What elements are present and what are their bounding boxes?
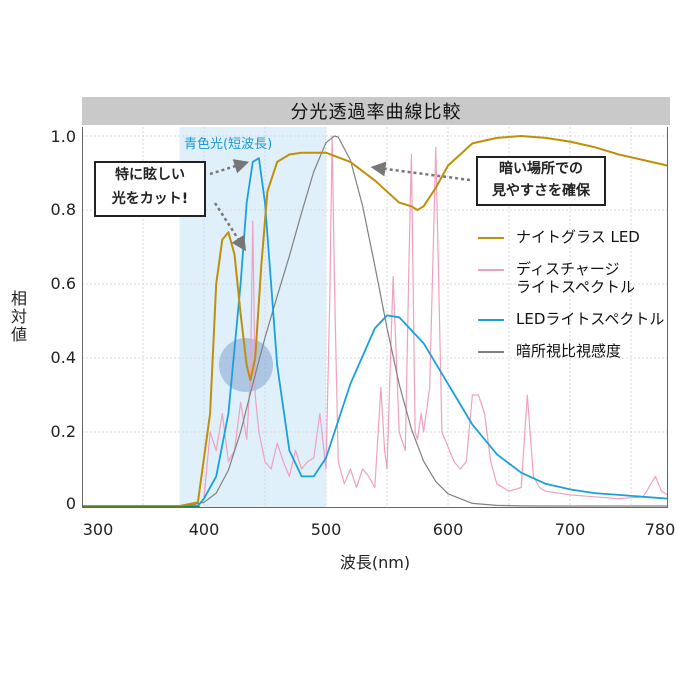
y-tick: 0 [65,494,76,513]
legend-swatch [478,269,504,271]
y-tick: 0.2 [50,422,76,441]
legend-item-discharge: ディスチャージ ライトスペクトル [478,260,664,296]
y-tick: 1.0 [50,127,76,146]
annotation-arrow [213,202,247,252]
x-tick: 700 [554,520,586,539]
series-line [82,135,668,507]
y-tick: 0.4 [50,348,76,367]
series-line [82,157,668,507]
chart-title: 分光透過率曲線比較 [82,97,670,125]
callout-text: 特に眩しい [115,167,185,183]
y-tick: 0.6 [50,274,76,293]
y-axis-label: 相対値 [10,289,27,344]
legend-item-scotopic: 暗所視比視感度 [478,342,664,360]
x-tick: 600 [432,520,464,539]
legend-swatch [478,351,504,353]
x-axis-label: 波長(nm) [339,553,411,572]
x-tick: 500 [310,520,342,539]
x-tick: 780 [644,520,676,539]
blue-light-band-label: 青色光(短波長) [184,137,273,152]
x-tick: 400 [188,520,220,539]
callout-text: 見やすさを確保 [492,183,590,199]
series-line [203,135,668,500]
legend-swatch [478,319,504,321]
series-line [82,135,668,507]
legend: ナイトグラス LED ディスチャージ ライトスペクトル LEDライトスペクトル … [478,228,664,374]
legend-item-nightglass: ナイトグラス LED [478,228,664,246]
callout-text: 暗い場所での [499,161,583,177]
legend-swatch [478,237,504,239]
callout-glare-cut: 特に眩しい 光をカット! [94,161,206,217]
plot-frame [82,127,668,508]
callout-text: 光をカット! [111,191,189,207]
x-tick: 300 [82,520,114,539]
legend-label: LEDライトスペクトル [516,310,665,328]
legend-label: ナイトグラス LED [516,228,640,246]
callout-night-visibility: 暗い場所での 見やすさを確保 [476,156,606,206]
y-tick: 0.8 [50,200,76,219]
legend-label: ディスチャージ ライトスペクトル [516,260,635,296]
legend-item-led: LEDライトスペクトル [478,310,664,328]
legend-label: 暗所視比視感度 [516,342,622,360]
